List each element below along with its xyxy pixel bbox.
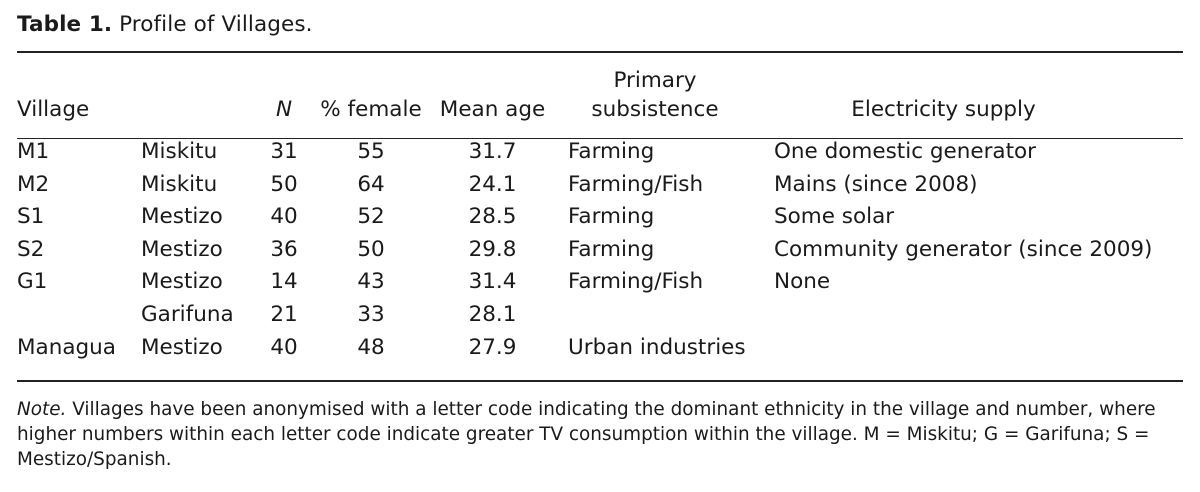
header-rule (17, 138, 1183, 139)
cell-subsistence: Farming (568, 139, 655, 164)
cell-village: M2 (17, 171, 50, 197)
cell-ethnicity: Mestizo (141, 204, 223, 230)
table-row: Managua Mestizo 40 48 27.9 Urban industries (17, 332, 1183, 365)
cell-pct-female: 48 (357, 334, 385, 360)
cell-n: 36 (270, 236, 298, 262)
table-row: G1 Mestizo 14 43 31.4 Farming/Fish None (17, 266, 1183, 299)
cell-subsistence: Farming/Fish (568, 269, 704, 295)
cell-mean-age: 24.1 (468, 171, 517, 197)
header-row: Village N % female Mean age Primary subs… (17, 58, 1183, 124)
note-label: Note. (17, 399, 67, 420)
cell-n: 50 (270, 171, 298, 197)
cell-pct-female: 52 (357, 204, 385, 230)
header-primary-subsistence: Primary subsistence (550, 58, 774, 124)
cell-subsistence: Urban industries (568, 334, 746, 360)
cell-n: 31 (270, 139, 298, 164)
cell-subsistence (550, 299, 774, 332)
cell-subsistence: Farming/Fish (568, 171, 704, 197)
cell-ethnicity: Mestizo (141, 236, 223, 262)
cell-mean-age: 31.7 (468, 139, 517, 164)
cell-ethnicity: Mestizo (141, 334, 223, 360)
cell-n: 40 (270, 334, 298, 360)
header-village: Village (17, 97, 90, 122)
note-text: Villages have been anonymised with a let… (17, 399, 1156, 470)
cell-n: 21 (270, 301, 298, 327)
table-title: Profile of Villages. (119, 12, 313, 37)
cell-subsistence: Farming (568, 204, 655, 230)
cell-pct-female: 33 (357, 301, 385, 327)
profile-table: Village N % female Mean age Primary subs… (17, 58, 1183, 364)
header-electricity-supply: Electricity supply (851, 97, 1036, 122)
cell-village: G1 (17, 269, 48, 295)
cell-village: S1 (17, 204, 45, 230)
table-row: M1 Miskitu 31 55 31.7 Farming One domestic gen… (17, 124, 1183, 169)
cell-electricity: Some solar (774, 204, 895, 230)
cell-village (17, 299, 141, 332)
cell-ethnicity: Mestizo (141, 269, 223, 295)
table-body: M1 Miskitu 31 55 31.7 Farming One domestic gen… (17, 124, 1183, 364)
header-pct-female: % female (320, 97, 422, 122)
table-row: Garifuna 21 33 28.1 (17, 299, 1183, 332)
header-ethnicity (141, 58, 261, 124)
cell-mean-age: 28.5 (468, 204, 517, 230)
cell-electricity: Community generator (since 2009) (774, 236, 1153, 262)
cell-ethnicity: Miskitu (141, 139, 218, 164)
cell-pct-female: 50 (357, 236, 385, 262)
cell-village: S2 (17, 236, 45, 262)
cell-electricity (774, 299, 1183, 332)
cell-subsistence: Farming (568, 236, 655, 262)
cell-mean-age: 28.1 (468, 301, 517, 327)
table-row: S1 Mestizo 40 52 28.5 Farming Some solar (17, 201, 1183, 234)
table-row: M2 Miskitu 50 64 24.1 Farming/Fish Mains (sinc… (17, 169, 1183, 202)
cell-n: 40 (270, 204, 298, 230)
cell-electricity (774, 332, 1183, 365)
cell-pct-female: 43 (357, 269, 385, 295)
bottom-rule (17, 380, 1183, 382)
cell-ethnicity: Garifuna (141, 301, 234, 327)
table-row: S2 Mestizo 36 50 29.8 Farming Community genera… (17, 234, 1183, 267)
cell-n: 14 (270, 269, 298, 295)
table-label: Table 1. (17, 12, 113, 37)
table-note: Note. Villages have been anonymised with… (17, 397, 1187, 472)
header-subsistence-line1: Primary (613, 68, 697, 93)
header-mean-age: Mean age (439, 97, 546, 122)
header-n: N (275, 97, 293, 122)
cell-mean-age: 29.8 (468, 236, 517, 262)
cell-electricity: Mains (since 2008) (774, 171, 978, 197)
cell-electricity: None (774, 269, 831, 295)
cell-village: M1 (17, 139, 50, 164)
header-subsistence-line2: subsistence (591, 97, 719, 122)
cell-ethnicity: Miskitu (141, 171, 218, 197)
cell-mean-age: 31.4 (468, 269, 517, 295)
cell-mean-age: 27.9 (468, 334, 517, 360)
cell-pct-female: 64 (357, 171, 385, 197)
cell-pct-female: 55 (357, 139, 385, 164)
cell-village: Managua (17, 334, 116, 360)
table-caption: Table 1. Profile of Villages. (17, 12, 313, 37)
top-rule (17, 51, 1183, 53)
cell-electricity: One domestic generator (774, 139, 1037, 164)
